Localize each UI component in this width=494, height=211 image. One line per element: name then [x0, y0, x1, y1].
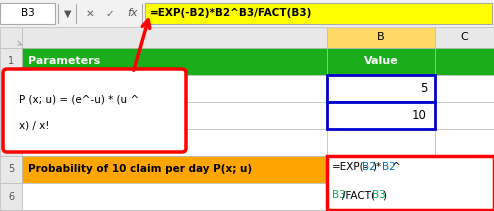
Text: )*: )* [372, 162, 381, 172]
FancyBboxPatch shape [22, 102, 327, 129]
Text: 5: 5 [8, 165, 14, 174]
FancyBboxPatch shape [435, 75, 494, 102]
Text: 2: 2 [8, 84, 14, 93]
FancyBboxPatch shape [435, 102, 494, 129]
Text: 10: 10 [412, 109, 427, 122]
FancyBboxPatch shape [22, 48, 327, 75]
FancyBboxPatch shape [0, 102, 22, 129]
Text: Claim on a given day (x): Claim on a given day (x) [28, 111, 165, 120]
FancyBboxPatch shape [22, 75, 327, 102]
FancyBboxPatch shape [435, 183, 494, 210]
Text: x) / x!: x) / x! [19, 120, 49, 130]
FancyBboxPatch shape [0, 0, 494, 27]
FancyBboxPatch shape [327, 75, 435, 102]
FancyBboxPatch shape [327, 48, 435, 75]
FancyBboxPatch shape [327, 129, 435, 156]
Text: 6: 6 [8, 192, 14, 202]
FancyBboxPatch shape [0, 210, 22, 211]
FancyBboxPatch shape [327, 156, 494, 210]
FancyBboxPatch shape [435, 48, 494, 75]
Text: B2: B2 [362, 162, 376, 172]
FancyBboxPatch shape [327, 210, 435, 211]
FancyBboxPatch shape [327, 27, 435, 48]
FancyBboxPatch shape [0, 156, 22, 183]
Text: ): ) [382, 190, 386, 200]
Text: ✓: ✓ [106, 8, 115, 19]
Text: Parameters: Parameters [28, 57, 100, 66]
FancyBboxPatch shape [22, 27, 327, 48]
Text: ^: ^ [392, 162, 401, 172]
Text: B: B [377, 32, 385, 42]
FancyBboxPatch shape [22, 210, 327, 211]
Text: B2: B2 [382, 162, 396, 172]
FancyBboxPatch shape [22, 156, 327, 183]
FancyBboxPatch shape [0, 129, 22, 156]
FancyBboxPatch shape [3, 69, 186, 152]
FancyBboxPatch shape [435, 210, 494, 211]
FancyBboxPatch shape [0, 48, 22, 75]
Text: B3: B3 [372, 190, 386, 200]
FancyBboxPatch shape [145, 3, 492, 24]
Text: ▼: ▼ [64, 8, 72, 19]
Text: /FACT(: /FACT( [342, 190, 375, 200]
FancyBboxPatch shape [0, 27, 22, 48]
FancyBboxPatch shape [0, 75, 22, 102]
FancyBboxPatch shape [22, 183, 327, 210]
FancyBboxPatch shape [0, 3, 55, 24]
Text: Average Claim per day (u): Average Claim per day (u) [28, 84, 175, 93]
Text: 3: 3 [8, 111, 14, 120]
FancyBboxPatch shape [0, 183, 22, 210]
Text: Value: Value [364, 57, 398, 66]
Text: =EXP(-B2)*B2^B3/FACT(B3): =EXP(-B2)*B2^B3/FACT(B3) [150, 8, 312, 19]
FancyBboxPatch shape [435, 129, 494, 156]
Text: Probability of 10 claim per day P(x; u): Probability of 10 claim per day P(x; u) [28, 165, 252, 174]
Text: B3: B3 [332, 190, 346, 200]
Text: 1: 1 [8, 57, 14, 66]
Text: 5: 5 [419, 82, 427, 95]
Text: 4: 4 [8, 138, 14, 147]
FancyBboxPatch shape [22, 129, 327, 156]
Text: P (x; u) = (e^-u) * (u ^: P (x; u) = (e^-u) * (u ^ [19, 94, 139, 104]
Text: ✕: ✕ [85, 8, 94, 19]
Text: C: C [460, 32, 468, 42]
Text: =EXP(-: =EXP(- [332, 162, 369, 172]
FancyBboxPatch shape [435, 27, 494, 48]
FancyBboxPatch shape [327, 102, 435, 129]
Text: B3: B3 [21, 8, 35, 19]
Text: fx: fx [127, 8, 137, 19]
